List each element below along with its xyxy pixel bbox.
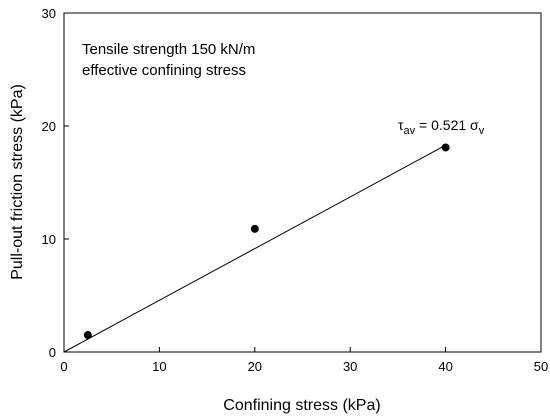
equation-lhs-sub: av <box>404 125 416 137</box>
data-point-0 <box>83 331 92 340</box>
x-axis-title: Confining stress (kPa) <box>223 397 380 414</box>
annotation-line-1: Tensile strength 150 kN/m <box>82 41 255 58</box>
data-point-1 <box>250 224 259 233</box>
annotation-line-2: effective confining stress <box>82 62 246 79</box>
x-tick-label-5: 50 <box>534 359 548 374</box>
y-tick-label-0: 0 <box>49 345 56 360</box>
x-tick-label-2: 20 <box>248 359 262 374</box>
data-points <box>83 143 450 340</box>
x-tick-label-4: 40 <box>438 359 452 374</box>
fit-equation: τav = 0.521 σv <box>398 117 485 137</box>
y-axis-title: Pull-out friction stress (kPa) <box>9 84 26 280</box>
y-tick-label-2: 20 <box>42 119 56 134</box>
equation-rhs-sub: v <box>479 125 485 137</box>
equation-lhs-symbol: τ <box>398 117 404 133</box>
equation-equals: = 0.521 <box>415 117 470 133</box>
fit-line <box>63 144 446 353</box>
plot-frame <box>63 12 542 353</box>
y-tick-label-1: 10 <box>42 232 56 247</box>
x-tick-label-0: 0 <box>60 359 67 374</box>
y-tick-label-3: 30 <box>42 6 56 21</box>
data-point-2 <box>441 143 450 152</box>
x-tick-label-3: 30 <box>343 359 357 374</box>
tick-labels: 0 10 20 30 40 50 0 10 20 30 <box>42 6 549 374</box>
axis-ticks <box>63 12 542 353</box>
x-tick-label-1: 10 <box>152 359 166 374</box>
equation-rhs-symbol: σ <box>470 117 479 133</box>
